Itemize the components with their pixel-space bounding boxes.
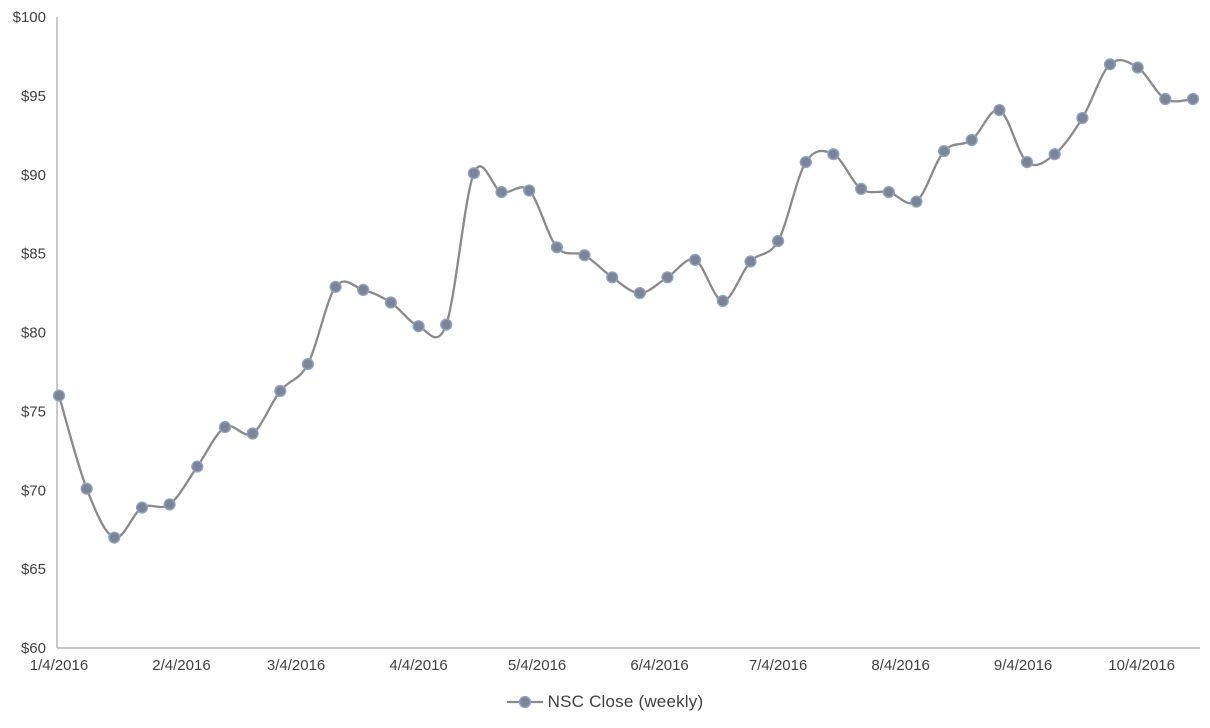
x-axis-label: 7/4/2016 xyxy=(749,657,807,674)
data-point-marker[interactable] xyxy=(523,184,536,197)
data-point-marker[interactable] xyxy=(578,249,591,262)
data-point-marker[interactable] xyxy=(467,167,481,180)
y-axis-label: $85 xyxy=(21,246,46,263)
x-axis-label: 5/4/2016 xyxy=(508,657,566,674)
data-point-marker[interactable] xyxy=(606,271,619,284)
data-point-marker[interactable] xyxy=(1048,148,1061,161)
y-axis-label: $95 xyxy=(21,88,46,105)
data-point-marker[interactable] xyxy=(163,498,176,511)
x-axis-label: 3/4/2016 xyxy=(267,657,325,674)
y-axis-label: $75 xyxy=(21,403,46,420)
x-axis-label: 1/4/2016 xyxy=(30,657,88,674)
legend-label: NSC Close (weekly) xyxy=(547,692,704,711)
data-point-marker[interactable] xyxy=(1020,156,1034,169)
y-axis-label: $80 xyxy=(21,325,46,342)
data-point-marker[interactable] xyxy=(191,460,204,473)
x-axis-label: 10/4/2016 xyxy=(1108,657,1175,674)
legend-line-marker-icon xyxy=(506,695,543,709)
data-point-marker[interactable] xyxy=(1159,92,1172,106)
data-point-marker[interactable] xyxy=(218,421,232,434)
legend[interactable]: NSC Close (weekly) xyxy=(0,687,1210,717)
data-point-marker[interactable] xyxy=(384,296,398,309)
data-point-marker[interactable] xyxy=(1131,61,1144,74)
data-point-marker[interactable] xyxy=(412,320,425,333)
x-axis-label: 4/4/2016 xyxy=(389,657,447,674)
y-axis-label: $70 xyxy=(21,482,46,499)
data-point-marker[interactable] xyxy=(246,427,259,440)
data-point-marker[interactable] xyxy=(1186,92,1200,106)
x-axis-label: 2/4/2016 xyxy=(152,657,210,674)
data-point-marker[interactable] xyxy=(80,482,93,495)
data-point-marker[interactable] xyxy=(440,318,453,331)
data-point-marker[interactable] xyxy=(688,253,702,267)
data-point-marker[interactable] xyxy=(357,283,370,297)
data-point-marker[interactable] xyxy=(1076,111,1089,125)
data-point-marker[interactable] xyxy=(716,294,729,308)
series-line xyxy=(57,58,1195,539)
data-point-marker[interactable] xyxy=(661,271,674,284)
data-point-marker[interactable] xyxy=(135,501,149,514)
data-point-marker[interactable] xyxy=(771,234,785,248)
y-axis-label: $60 xyxy=(21,640,46,657)
data-point-marker[interactable] xyxy=(52,389,66,402)
data-point-marker[interactable] xyxy=(744,255,757,268)
data-point-marker[interactable] xyxy=(329,280,342,293)
data-point-marker[interactable] xyxy=(937,145,951,158)
y-axis-label: $65 xyxy=(21,561,46,578)
plot-area: $60 $65 $70 $75 $80 $85 $90 $95 $100 1/4/2016 2/4/… xyxy=(13,9,1200,674)
y-axis-label: $100 xyxy=(13,9,46,26)
data-point-marker[interactable] xyxy=(882,186,895,199)
data-point-marker[interactable] xyxy=(827,148,840,161)
data-point-marker[interactable] xyxy=(965,133,978,147)
data-point-marker[interactable] xyxy=(1103,58,1117,71)
data-point-marker[interactable] xyxy=(799,156,812,169)
data-point-marker[interactable] xyxy=(550,241,564,254)
data-point-marker[interactable] xyxy=(301,358,315,371)
y-axis-label: $90 xyxy=(21,167,46,184)
data-point-marker[interactable] xyxy=(633,287,646,300)
data-point-marker[interactable] xyxy=(274,384,287,398)
x-axis-label: 8/4/2016 xyxy=(871,657,929,674)
data-point-marker[interactable] xyxy=(108,531,121,544)
x-axis-label: 6/4/2016 xyxy=(630,657,688,674)
data-point-marker[interactable] xyxy=(854,182,868,196)
x-axis-label: 9/4/2016 xyxy=(994,657,1052,674)
data-point-marker[interactable] xyxy=(993,103,1006,117)
data-point-marker[interactable] xyxy=(910,195,923,208)
data-point-marker[interactable] xyxy=(495,186,508,199)
